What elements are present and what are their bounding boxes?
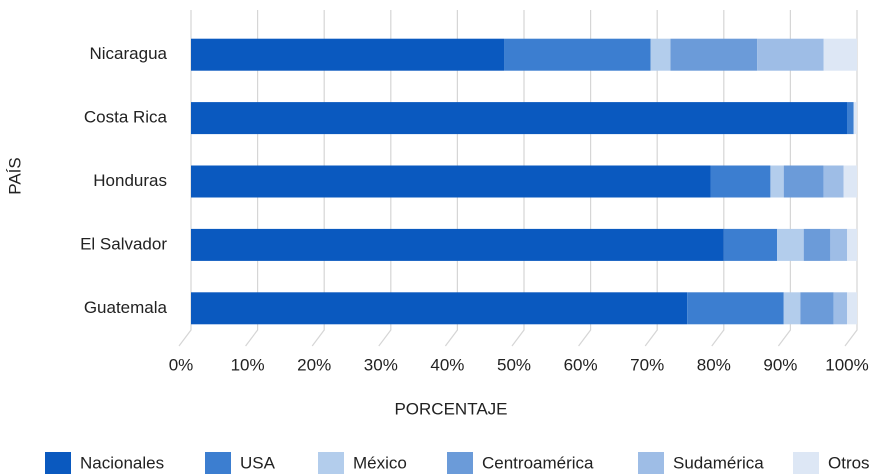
legend-swatch [447, 452, 473, 474]
bar-segment [830, 228, 848, 261]
bar-segment [853, 102, 857, 135]
x-tick-label: 10% [231, 355, 265, 374]
bar-segment [504, 38, 651, 71]
x-tick-label: 0% [169, 355, 194, 374]
bar-segment [800, 292, 834, 325]
x-tick-label: 20% [297, 355, 331, 374]
bar-segment [723, 228, 778, 261]
bar-segment [847, 292, 857, 325]
y-tick-label: El Salvador [80, 234, 167, 253]
grid-line [178, 10, 192, 347]
bar-segment [803, 228, 831, 261]
bar-segment [670, 38, 758, 71]
bar-segment [823, 38, 857, 71]
y-axis-label: PAÍS [5, 157, 24, 194]
legend-swatch [638, 452, 664, 474]
legend-label: Nacionales [80, 453, 164, 472]
bar-segment [687, 292, 784, 325]
x-tick-label: 30% [364, 355, 398, 374]
legend-swatch [793, 452, 819, 474]
bar-segment [191, 165, 711, 198]
bar-segment [777, 228, 804, 261]
bar-segment [843, 165, 857, 198]
bar-segment [783, 292, 801, 325]
x-tick-label: 60% [564, 355, 598, 374]
bar-segment [710, 165, 771, 198]
legend-swatch [45, 452, 71, 474]
x-tick-label: 100% [825, 355, 868, 374]
bar-segment [191, 102, 848, 135]
bar-segment [823, 165, 844, 198]
x-tick-label: 40% [430, 355, 464, 374]
x-tick-label: 50% [497, 355, 531, 374]
legend-label: Centroamérica [482, 453, 594, 472]
y-tick-label: Guatemala [84, 298, 168, 317]
bar-segment [847, 102, 854, 135]
x-axis-label: PORCENTAJE [394, 399, 507, 418]
bar-segment [833, 292, 848, 325]
legend-swatch [205, 452, 231, 474]
y-tick-label: Nicaragua [90, 44, 168, 63]
legend-label: Sudamérica [673, 453, 764, 472]
x-tick-label: 70% [630, 355, 664, 374]
bar-segment [191, 228, 724, 261]
legend-label: México [353, 453, 407, 472]
bar-segment [650, 38, 671, 71]
x-tick-label: 90% [763, 355, 797, 374]
legend-label: USA [240, 453, 276, 472]
bar-segment [847, 228, 857, 261]
bar-segment [783, 165, 824, 198]
x-tick-label: 80% [697, 355, 731, 374]
legend-label: Otros [828, 453, 870, 472]
bar-segment [770, 165, 784, 198]
bar-segment [191, 292, 688, 325]
y-tick-label: Costa Rica [84, 108, 168, 127]
bar-segment [757, 38, 824, 71]
legend-swatch [318, 452, 344, 474]
bar-segment [191, 38, 505, 71]
y-tick-label: Honduras [93, 171, 167, 190]
